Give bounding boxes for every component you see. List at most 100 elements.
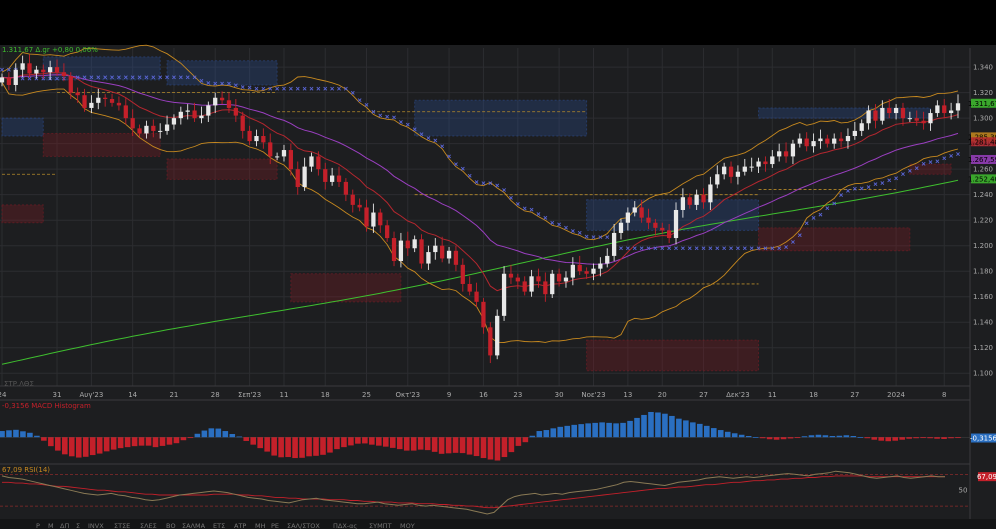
macd-bar: [717, 430, 724, 438]
supply-zone: [414, 99, 588, 137]
psar-marker: [385, 114, 390, 119]
macd-bar: [836, 435, 843, 438]
psar-marker: [433, 138, 438, 143]
toolbar-item[interactable]: ΣΤΣΕ: [114, 522, 130, 529]
price-tick-label: 1.220: [973, 217, 993, 225]
candle-body: [660, 227, 665, 231]
toolbar-item[interactable]: ΡΕ: [271, 522, 279, 529]
candle-body: [295, 169, 300, 188]
macd-bar: [829, 436, 836, 438]
psar-marker: [942, 156, 947, 161]
psar-marker: [20, 76, 25, 81]
psar-marker: [144, 75, 149, 80]
macd-bar: [75, 437, 82, 458]
macd-bar: [710, 428, 717, 438]
toolbar-item[interactable]: ΣΥΜΠΤ: [369, 522, 392, 529]
macd-bar: [334, 437, 340, 450]
macd-bar: [885, 437, 892, 442]
candle-body: [508, 273, 514, 278]
psar-marker: [426, 136, 431, 140]
candle-body: [591, 268, 596, 274]
time-tick-label: Οκτ'23: [395, 391, 420, 399]
psar-marker: [784, 245, 788, 250]
macd-bar: [508, 437, 515, 453]
overlay-value-tag: [971, 154, 996, 164]
toolbar-item[interactable]: ΜΟΥ: [400, 522, 415, 529]
psar-marker: [770, 246, 775, 251]
candle-body: [556, 273, 562, 282]
toolbar-item[interactable]: ΣΑΛ/ΣΤΟΧ: [287, 522, 320, 529]
macd-bar: [383, 437, 389, 447]
psar-marker: [859, 186, 864, 191]
time-tick-label: 8: [942, 391, 946, 399]
psar-marker: [82, 75, 87, 80]
toolbar-item[interactable]: Σ: [76, 522, 80, 529]
candle-body: [735, 171, 741, 177]
macd-bar: [222, 431, 229, 438]
macd-bar: [627, 420, 633, 438]
psar-marker: [275, 86, 280, 91]
candle-body: [756, 161, 761, 167]
candle-body: [783, 151, 789, 157]
toolbar-item[interactable]: ΑΤΡ: [234, 522, 246, 529]
time-tick-label: 24: [0, 391, 7, 399]
macd-bar: [592, 422, 598, 438]
candle-body: [701, 194, 706, 203]
toolbar-item[interactable]: INVX: [88, 522, 104, 529]
toolbar-item[interactable]: ΒΟ: [166, 522, 176, 529]
psar-marker: [701, 246, 706, 251]
psar-marker: [481, 181, 486, 186]
psar-marker: [949, 153, 954, 158]
toolbar-item[interactable]: ΠΔΧ-ας: [333, 522, 357, 529]
candle-body: [323, 169, 328, 182]
candle-body: [41, 69, 46, 73]
psar-marker: [89, 75, 94, 80]
toolbar-item[interactable]: Ρ: [36, 522, 40, 529]
psar-marker: [646, 246, 651, 251]
toolbar-item[interactable]: Μ: [48, 522, 54, 529]
overlay-value-tag: [971, 98, 996, 108]
macd-bar: [620, 422, 626, 438]
psar-marker: [866, 185, 871, 189]
macd-bar: [403, 437, 410, 451]
macd-bar: [445, 437, 452, 454]
macd-bar: [117, 437, 124, 449]
supply-zone: [42, 56, 161, 81]
candle-body: [144, 125, 149, 134]
psar-marker: [832, 201, 837, 206]
toolbar-item[interactable]: ΜΗ: [255, 522, 266, 529]
ema-purple-line: [1, 74, 959, 265]
psar-marker: [398, 120, 403, 124]
macd-bar: [278, 437, 284, 458]
overlay-value-label: 1.267,59: [968, 156, 996, 164]
psar-marker: [846, 188, 850, 193]
macd-value-tag: [971, 433, 996, 443]
psar-marker: [357, 98, 362, 103]
psar-marker: [103, 75, 108, 80]
price-tick-label: 1.260: [973, 166, 993, 174]
psar-marker: [192, 75, 197, 80]
macd-bar: [68, 437, 75, 457]
macd-bar: [850, 436, 857, 438]
psar-marker: [247, 85, 252, 90]
psar-marker: [295, 86, 300, 91]
macd-bar: [864, 437, 871, 439]
psar-marker: [261, 86, 266, 91]
psar-marker: [570, 229, 575, 233]
toolbar-item[interactable]: ΔΠ: [60, 522, 69, 529]
toolbar-item[interactable]: ΣΛΕΣ: [140, 522, 157, 529]
macd-panel: -0,3156: [0, 411, 996, 461]
psar-marker: [515, 202, 520, 206]
candle-body: [68, 76, 73, 93]
candle-body: [673, 209, 679, 239]
psar-marker: [749, 246, 754, 251]
macd-bar: [369, 437, 375, 445]
macd-bar: [208, 428, 215, 438]
macd-bar: [773, 437, 780, 440]
candle-body: [852, 130, 857, 137]
toolbar-item[interactable]: ΕΤΣ: [213, 522, 225, 529]
candle-body: [515, 277, 520, 282]
toolbar-item[interactable]: ΣΑΛΜΑ: [182, 522, 206, 529]
price-tick-label: 1.240: [973, 191, 993, 199]
